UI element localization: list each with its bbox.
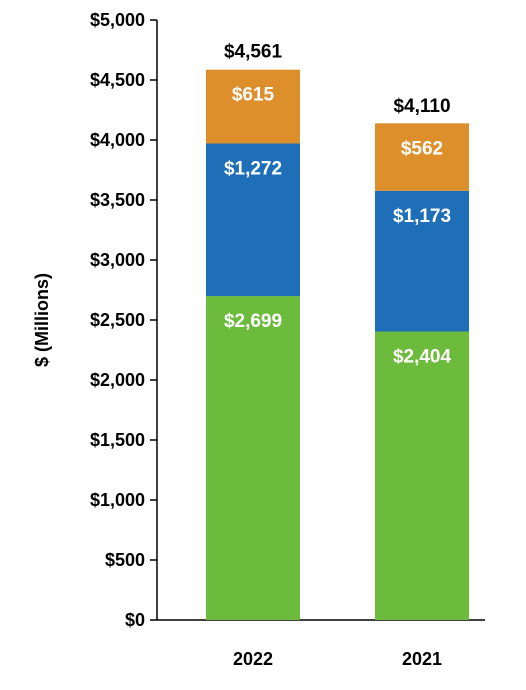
bar-segment (206, 69, 300, 144)
bar-segment (206, 296, 300, 620)
y-tick-label: $1,000 (90, 490, 145, 510)
total-label: $4,561 (224, 42, 283, 63)
y-axis-label: $ (Millions) (32, 273, 52, 367)
data-label: $615 (232, 85, 275, 106)
x-tick-labels: 2022 2021 (233, 649, 442, 669)
data-label: $1,173 (393, 206, 451, 227)
y-tick-label: $4,000 (90, 130, 145, 150)
y-tick-label: $5,000 (90, 10, 145, 30)
data-label: $562 (401, 138, 443, 159)
bar-segment (375, 331, 469, 620)
bar-segment (375, 123, 469, 191)
y-tick-label: $2,500 (90, 310, 145, 330)
y-tick-label: $4,500 (90, 70, 145, 90)
total-label: $4,110 (393, 96, 450, 117)
y-tick-label: $500 (105, 550, 145, 570)
y-tick-label: $3,000 (90, 250, 145, 270)
bars: $2,699 $1,272 $615 $4,561 $2,404 $1,173 $562 $4… (206, 42, 469, 620)
bar-segment (206, 143, 300, 297)
x-tick-label: 2021 (402, 649, 442, 669)
x-tick-label: 2022 (233, 649, 273, 669)
y-tick-label: $3,500 (90, 190, 145, 210)
y-ticks: $0 $500 $1,000 $1,500 $2,000 $2,500 $3,000 $3,5… (90, 10, 157, 630)
y-tick-label: $2,000 (90, 370, 145, 390)
data-label: $1,272 (224, 158, 282, 179)
bar-segment (375, 190, 469, 332)
data-label: $2,404 (393, 347, 452, 368)
y-tick-label: $0 (125, 610, 145, 630)
y-tick-label: $1,500 (90, 430, 145, 450)
data-label: $2,699 (224, 311, 282, 332)
